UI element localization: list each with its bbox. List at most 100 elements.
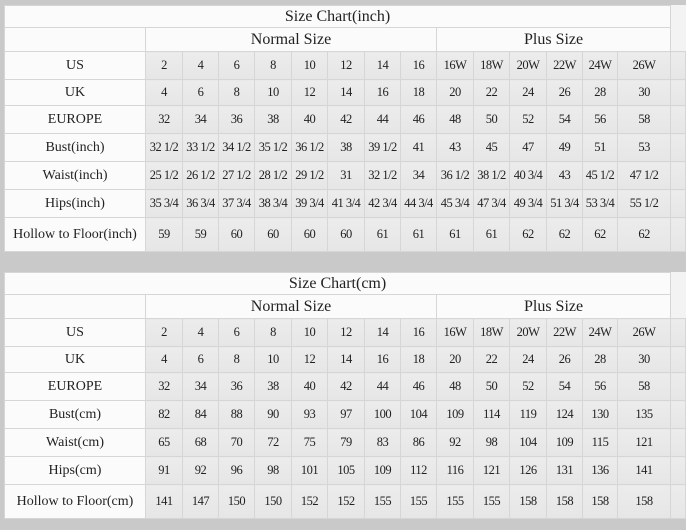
size-chart-inch-table: Size Chart(inch) Normal Size Plus Size US 2 4… <box>3 5 686 252</box>
empty-cell <box>670 189 686 218</box>
size-value-cell: 4 <box>145 79 183 106</box>
row-label: US <box>4 51 146 80</box>
size-value-cell: 4 <box>182 51 219 80</box>
size-value-cell: 24W <box>582 318 618 347</box>
size-value-cell: 12 <box>291 346 328 373</box>
size-value-cell: 10 <box>254 79 292 106</box>
empty-cell <box>670 105 686 134</box>
size-value-cell: 12 <box>327 51 365 80</box>
size-value-cell: 155 <box>473 484 510 519</box>
size-value-cell: 38 1/2 <box>473 161 510 190</box>
size-value-cell: 58 <box>616 105 672 134</box>
normal-size-header: Normal Size <box>145 27 437 52</box>
size-value-cell: 33 1/2 <box>182 133 219 162</box>
size-value-cell: 114 <box>473 400 510 429</box>
empty-cell <box>670 346 686 373</box>
size-value-cell: 59 <box>182 217 219 252</box>
size-value-cell: 112 <box>400 456 437 485</box>
size-value-cell: 84 <box>182 400 219 429</box>
row-label: US <box>4 318 146 347</box>
size-value-cell: 147 <box>182 484 219 519</box>
empty-cell <box>670 456 686 485</box>
row-label: EUROPE <box>4 105 146 134</box>
size-value-cell: 14 <box>364 51 401 80</box>
size-value-cell: 53 <box>616 133 672 162</box>
size-value-cell: 56 <box>582 372 618 401</box>
size-value-cell: 155 <box>436 484 474 519</box>
size-value-cell: 26W <box>616 318 672 347</box>
size-value-cell: 93 <box>291 400 328 429</box>
size-value-cell: 36 1/2 <box>436 161 474 190</box>
size-value-cell: 48 <box>436 105 474 134</box>
size-value-cell: 62 <box>582 217 618 252</box>
size-value-cell: 126 <box>509 456 547 485</box>
size-value-cell: 91 <box>145 456 183 485</box>
size-value-cell: 51 3/4 <box>546 189 583 218</box>
size-value-cell: 26W <box>616 51 672 80</box>
empty-cell <box>670 318 686 347</box>
size-value-cell: 37 3/4 <box>218 189 255 218</box>
size-value-cell: 152 <box>291 484 328 519</box>
size-value-cell: 43 <box>436 133 474 162</box>
size-value-cell: 54 <box>546 372 583 401</box>
size-value-cell: 42 <box>327 372 365 401</box>
size-value-cell: 34 <box>400 161 437 190</box>
size-value-cell: 38 <box>254 105 292 134</box>
size-value-cell: 82 <box>145 400 183 429</box>
size-value-cell: 14 <box>327 346 365 373</box>
size-value-cell: 32 <box>145 372 183 401</box>
size-value-cell: 6 <box>182 346 219 373</box>
size-value-cell: 36 <box>218 105 255 134</box>
size-value-cell: 30 <box>616 346 672 373</box>
size-value-cell: 49 3/4 <box>509 189 547 218</box>
table-row: Waist(inch) 25 1/2 26 1/2 27 1/2 28 1/2 29 1/… <box>4 161 686 190</box>
size-value-cell: 34 <box>182 372 219 401</box>
size-value-cell: 40 <box>291 105 328 134</box>
size-value-cell: 25 1/2 <box>145 161 183 190</box>
size-value-cell: 61 <box>436 217 474 252</box>
corner-cell <box>4 27 146 52</box>
size-value-cell: 109 <box>546 428 583 457</box>
size-value-cell: 88 <box>218 400 255 429</box>
size-value-cell: 90 <box>254 400 292 429</box>
empty-cell <box>670 133 686 162</box>
size-value-cell: 22 <box>473 346 510 373</box>
size-value-cell: 124 <box>546 400 583 429</box>
table-row: Bust(inch) 32 1/2 33 1/2 34 1/2 35 1/2 36 1/2… <box>4 133 686 162</box>
size-value-cell: 12 <box>291 79 328 106</box>
size-value-cell: 62 <box>546 217 583 252</box>
size-value-cell: 43 <box>546 161 583 190</box>
size-value-cell: 60 <box>291 217 328 252</box>
size-value-cell: 56 <box>582 105 618 134</box>
size-value-cell: 32 1/2 <box>145 133 183 162</box>
size-value-cell: 58 <box>616 372 672 401</box>
size-value-cell: 109 <box>364 456 401 485</box>
size-value-cell: 4 <box>182 318 219 347</box>
size-value-cell: 41 <box>400 133 437 162</box>
empty-cell <box>670 372 686 401</box>
table-row: Waist(cm) 65 68 70 72 75 79 83 86 92 98 104 109 115 12… <box>4 428 686 457</box>
size-value-cell: 75 <box>291 428 328 457</box>
size-value-cell: 36 <box>218 372 255 401</box>
size-value-cell: 52 <box>509 105 547 134</box>
size-value-cell: 16 <box>364 79 401 106</box>
row-label: Bust(cm) <box>4 400 146 429</box>
table-title: Size Chart(cm) <box>3 272 672 295</box>
size-value-cell: 44 <box>364 372 401 401</box>
table-row: Hollow to Floor(inch) 59 59 60 60 60 60 61 61 61 6… <box>4 217 686 252</box>
size-value-cell: 24 <box>509 346 547 373</box>
size-value-cell: 46 <box>400 105 437 134</box>
empty-cell <box>670 217 686 252</box>
size-value-cell: 61 <box>400 217 437 252</box>
size-value-cell: 18 <box>400 346 437 373</box>
normal-size-header: Normal Size <box>145 294 437 319</box>
empty-cell <box>670 428 686 457</box>
size-value-cell: 150 <box>254 484 292 519</box>
size-value-cell: 70 <box>218 428 255 457</box>
size-value-cell: 6 <box>218 51 255 80</box>
size-value-cell: 16W <box>436 318 474 347</box>
size-value-cell: 45 1/2 <box>582 161 618 190</box>
size-value-cell: 68 <box>182 428 219 457</box>
size-value-cell: 130 <box>582 400 618 429</box>
size-value-cell: 135 <box>616 400 672 429</box>
